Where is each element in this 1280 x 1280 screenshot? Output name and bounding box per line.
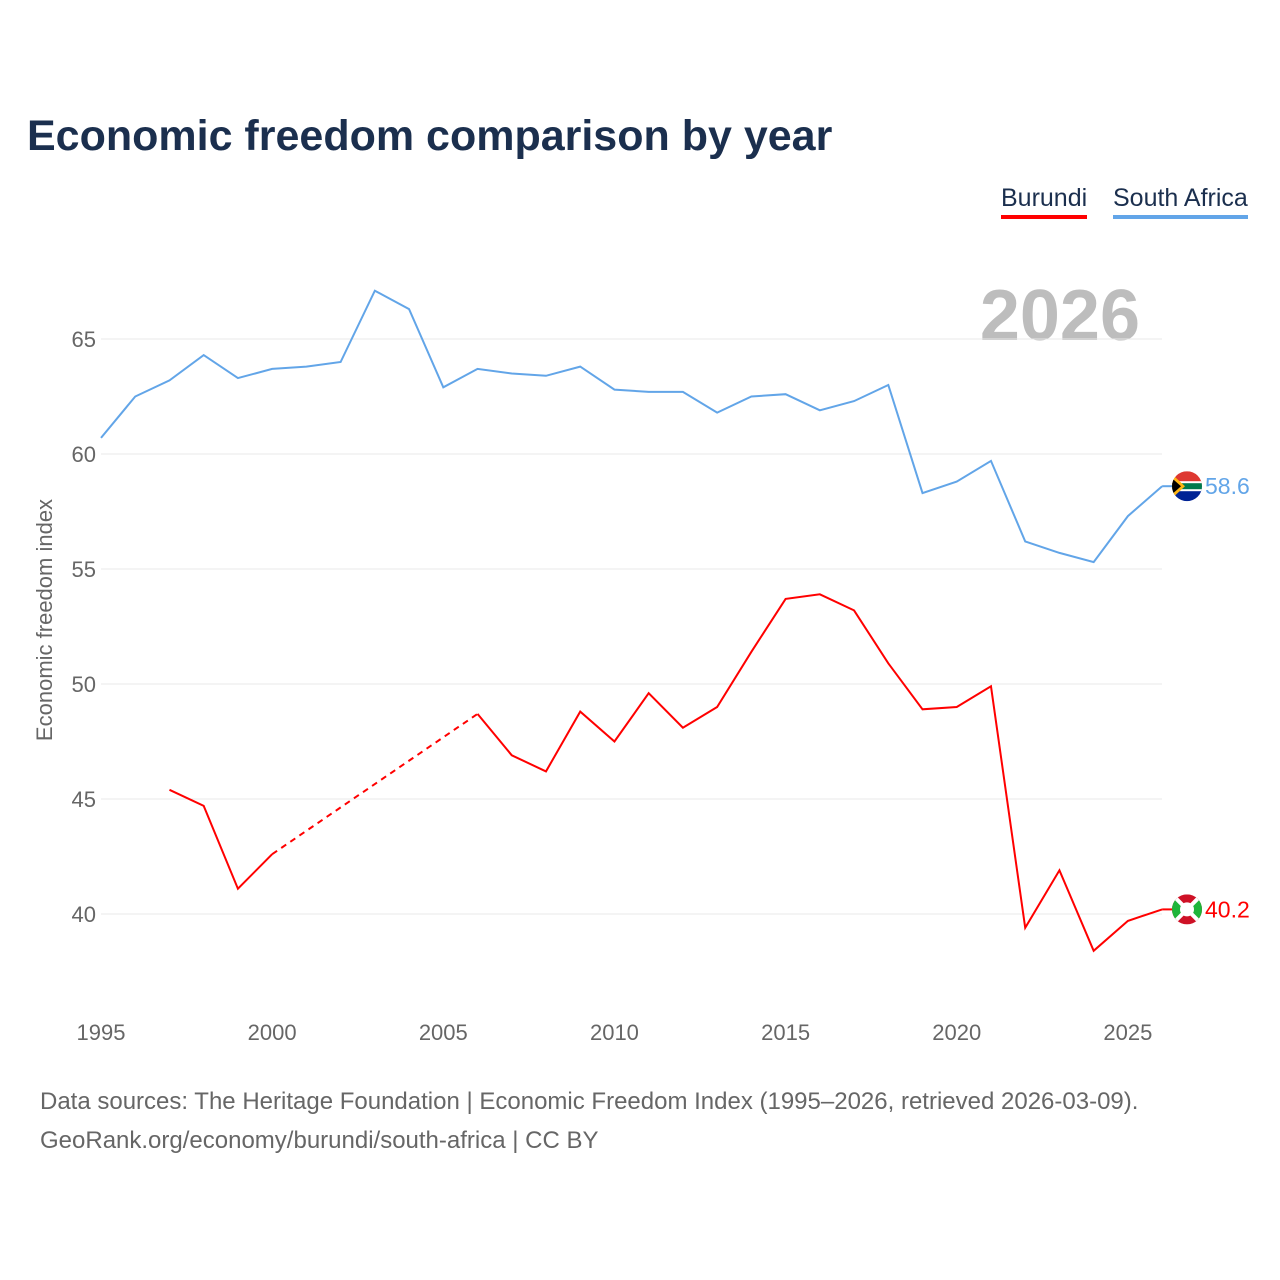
x-tick-label: 1995 (77, 1020, 126, 1045)
legend-burundi[interactable]: Burundi (1001, 184, 1088, 219)
chart-title: Economic freedom comparison by year (27, 112, 833, 160)
y-tick-label: 55 (72, 557, 96, 582)
y-tick-label: 40 (72, 902, 96, 927)
y-tick-label: 65 (72, 327, 96, 352)
x-tick-label: 2015 (761, 1020, 810, 1045)
x-tick-label: 2025 (1103, 1020, 1152, 1045)
x-tick-label: 2005 (419, 1020, 468, 1045)
footer-sources: Data sources: The Heritage Foundation | … (40, 1088, 1139, 1115)
x-tick-label: 2020 (932, 1020, 981, 1045)
footer-credit[interactable]: GeoRank.org/economy/burundi/south-africa… (40, 1127, 599, 1154)
y-tick-label: 45 (72, 787, 96, 812)
y-tick-label: 50 (72, 672, 96, 697)
burundi-flag-icon (1172, 894, 1202, 925)
series-line-south-africa (100, 289, 1163, 564)
series-line-burundi (169, 788, 273, 891)
legend-south-africa[interactable]: South Africa (1113, 184, 1248, 219)
year-watermark: 2026 (980, 276, 1140, 356)
series-line-burundi (476, 593, 1163, 953)
gap-interpolation-line (271, 713, 479, 856)
y-axis-label: Economic freedom index (32, 499, 57, 741)
y-tick-label: 60 (72, 442, 96, 467)
x-tick-label: 2010 (590, 1020, 639, 1045)
x-tick-label: 2000 (248, 1020, 297, 1045)
south-africa-flag-icon (1172, 471, 1202, 502)
end-value-label: 40.2 (1205, 896, 1250, 922)
end-value-label: 58.6 (1205, 473, 1250, 499)
